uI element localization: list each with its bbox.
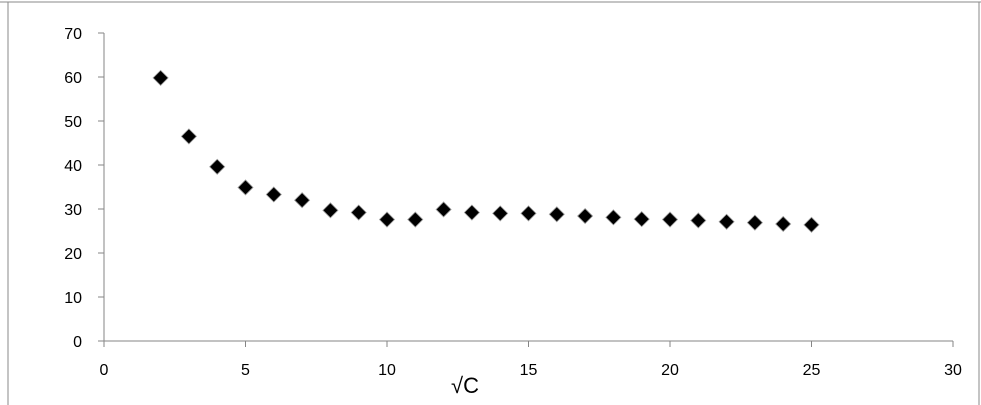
tick-labels: 0 10 20 30 40 50 60 70 0 5 10 15 20 25 30 — [64, 26, 962, 379]
data-point — [180, 128, 197, 145]
data-point — [661, 211, 679, 228]
data-point — [548, 206, 565, 223]
y-tick-label: 50 — [64, 114, 82, 131]
data-point — [775, 215, 792, 233]
data-point — [237, 179, 254, 196]
data-point — [350, 204, 367, 221]
x-tick-label: 0 — [100, 362, 109, 379]
data-point — [435, 201, 452, 218]
x-tick-label: 10 — [378, 362, 396, 379]
data-point — [322, 202, 339, 219]
x-tick-label: 15 — [520, 362, 538, 379]
data-point — [605, 209, 622, 226]
data-point — [746, 214, 763, 231]
data-point — [378, 211, 396, 228]
data-point — [463, 204, 480, 221]
data-point — [718, 213, 735, 230]
data-point — [492, 205, 509, 222]
x-tick-label: 20 — [661, 362, 679, 379]
data-point — [209, 158, 226, 175]
data-point — [520, 205, 537, 222]
y-tick-label: 70 — [64, 26, 82, 43]
data-point — [690, 212, 707, 229]
data-point — [577, 207, 594, 225]
data-points — [152, 69, 820, 233]
y-tick-label: 60 — [64, 70, 82, 87]
y-tick-label: 30 — [64, 202, 82, 219]
y-tick-label: 40 — [64, 158, 82, 175]
y-tick-label: 0 — [73, 334, 82, 351]
x-tick-label: 5 — [241, 362, 250, 379]
data-point — [407, 211, 424, 228]
data-point — [294, 192, 311, 209]
axes — [98, 32, 954, 347]
x-tick-label: 30 — [944, 362, 962, 379]
x-axis-title: √C — [451, 373, 479, 398]
data-point — [633, 211, 650, 228]
data-point — [152, 69, 169, 86]
x-tick-label: 25 — [803, 362, 821, 379]
y-tick-label: 20 — [64, 246, 82, 263]
data-point — [803, 216, 820, 233]
y-tick-label: 10 — [64, 290, 82, 307]
data-point — [265, 186, 282, 203]
